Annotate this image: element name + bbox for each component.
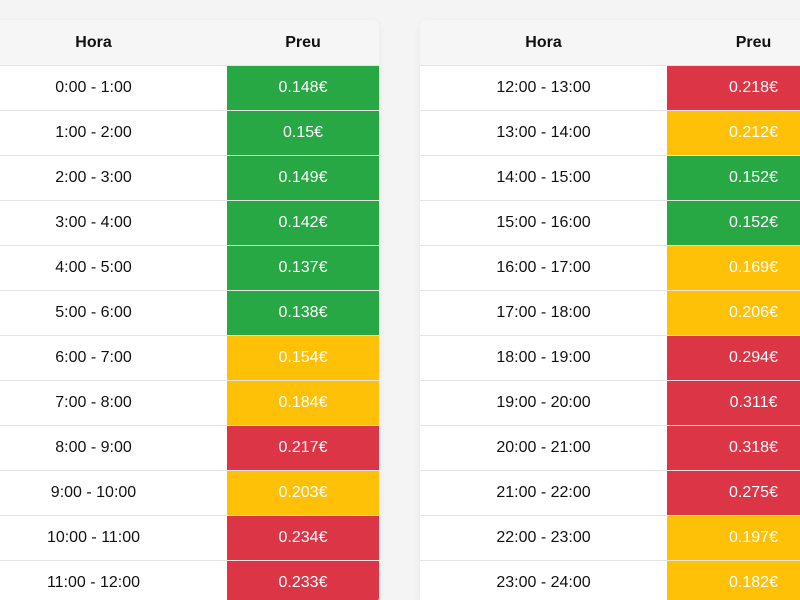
table-row: 19:00 - 20:00 0.311€ [420,380,800,426]
hour-cell: 13:00 - 14:00 [420,110,667,156]
price-cell: 0.275€ [667,470,800,516]
table-row: 23:00 - 24:00 0.182€ [420,560,800,600]
hour-cell: 14:00 - 15:00 [420,155,667,201]
table-header-row: Hora Preu [0,20,379,66]
price-cell: 0.294€ [667,335,800,381]
hour-cell: 16:00 - 17:00 [420,245,667,291]
hour-cell: 22:00 - 23:00 [420,515,667,561]
price-cell: 0.212€ [667,110,800,156]
hour-cell: 15:00 - 16:00 [420,200,667,246]
table-row: 7:00 - 8:00 0.184€ [0,380,379,426]
hour-cell: 9:00 - 10:00 [0,470,227,516]
price-cell: 0.152€ [667,155,800,201]
price-cell: 0.234€ [227,515,379,561]
hour-cell: 17:00 - 18:00 [420,290,667,336]
table-row: 14:00 - 15:00 0.152€ [420,155,800,201]
price-cell: 0.182€ [667,560,800,600]
hour-cell: 4:00 - 5:00 [0,245,227,291]
table-row: 2:00 - 3:00 0.149€ [0,155,379,201]
table-row: 20:00 - 21:00 0.318€ [420,425,800,471]
hour-cell: 8:00 - 9:00 [0,425,227,471]
hour-cell: 21:00 - 22:00 [420,470,667,516]
price-cell: 0.218€ [667,65,800,111]
table-row: 12:00 - 13:00 0.218€ [420,65,800,111]
price-cell: 0.197€ [667,515,800,561]
table-row: 17:00 - 18:00 0.206€ [420,290,800,336]
table-row: 8:00 - 9:00 0.217€ [0,425,379,471]
price-cell: 0.203€ [227,470,379,516]
price-cell: 0.148€ [227,65,379,111]
table-row: 10:00 - 11:00 0.234€ [0,515,379,561]
price-cell: 0.318€ [667,425,800,471]
price-cell: 0.138€ [227,290,379,336]
hour-cell: 19:00 - 20:00 [420,380,667,426]
price-cell: 0.142€ [227,200,379,246]
hour-cell: 5:00 - 6:00 [0,290,227,336]
table-row: 0:00 - 1:00 0.148€ [0,65,379,111]
column-header-preu: Preu [227,20,379,66]
table-row: 15:00 - 16:00 0.152€ [420,200,800,246]
hour-cell: 6:00 - 7:00 [0,335,227,381]
price-table-morning: Hora Preu 0:00 - 1:00 0.148€ 1:00 - 2:00 0… [0,20,379,600]
price-table-afternoon: Hora Preu 12:00 - 13:00 0.218€ 13:00 - 14… [420,20,800,600]
table-row: 9:00 - 10:00 0.203€ [0,470,379,516]
price-cell: 0.137€ [227,245,379,291]
price-cell: 0.311€ [667,380,800,426]
table-row: 18:00 - 19:00 0.294€ [420,335,800,381]
table-row: 21:00 - 22:00 0.275€ [420,470,800,516]
price-cell: 0.184€ [227,380,379,426]
price-cell: 0.206€ [667,290,800,336]
column-header-hora: Hora [0,20,227,66]
price-table-afternoon-grid: Hora Preu 12:00 - 13:00 0.218€ 13:00 - 14… [420,20,800,600]
column-header-hora: Hora [420,20,667,66]
price-cell: 0.217€ [227,425,379,471]
table-row: 22:00 - 23:00 0.197€ [420,515,800,561]
price-cell: 0.15€ [227,110,379,156]
price-cell: 0.149€ [227,155,379,201]
hour-cell: 11:00 - 12:00 [46,574,141,591]
table-row: 11:00 - 12:00 0.233€ [0,560,379,600]
hour-cell: 12:00 - 13:00 [420,65,667,111]
table-row: 3:00 - 4:00 0.142€ [0,200,379,246]
hour-cell: 1:00 - 2:00 [0,110,227,156]
price-cell: 0.169€ [667,245,800,291]
table-header-row: Hora Preu [420,20,800,66]
price-cell: 0.152€ [667,200,800,246]
hour-cell: 18:00 - 19:00 [420,335,667,381]
hour-cell: 3:00 - 4:00 [0,200,227,246]
hour-cell: 10:00 - 11:00 [0,515,227,561]
table-row: 4:00 - 5:00 0.137€ [0,245,379,291]
price-table-morning-grid: Hora Preu 0:00 - 1:00 0.148€ 1:00 - 2:00 0… [0,20,379,600]
table-row: 1:00 - 2:00 0.15€ [0,110,379,156]
hour-cell: 0:00 - 1:00 [0,65,227,111]
hour-cell: 2:00 - 3:00 [0,155,227,201]
hour-cell: 23:00 - 24:00 [496,574,591,591]
hour-cell: 7:00 - 8:00 [0,380,227,426]
table-row: 5:00 - 6:00 0.138€ [0,290,379,336]
table-row: 16:00 - 17:00 0.169€ [420,245,800,291]
hour-cell: 20:00 - 21:00 [420,425,667,471]
column-header-preu: Preu [667,20,800,66]
price-cell: 0.233€ [227,560,379,600]
table-row: 13:00 - 14:00 0.212€ [420,110,800,156]
table-row: 6:00 - 7:00 0.154€ [0,335,379,381]
price-cell: 0.154€ [227,335,379,381]
